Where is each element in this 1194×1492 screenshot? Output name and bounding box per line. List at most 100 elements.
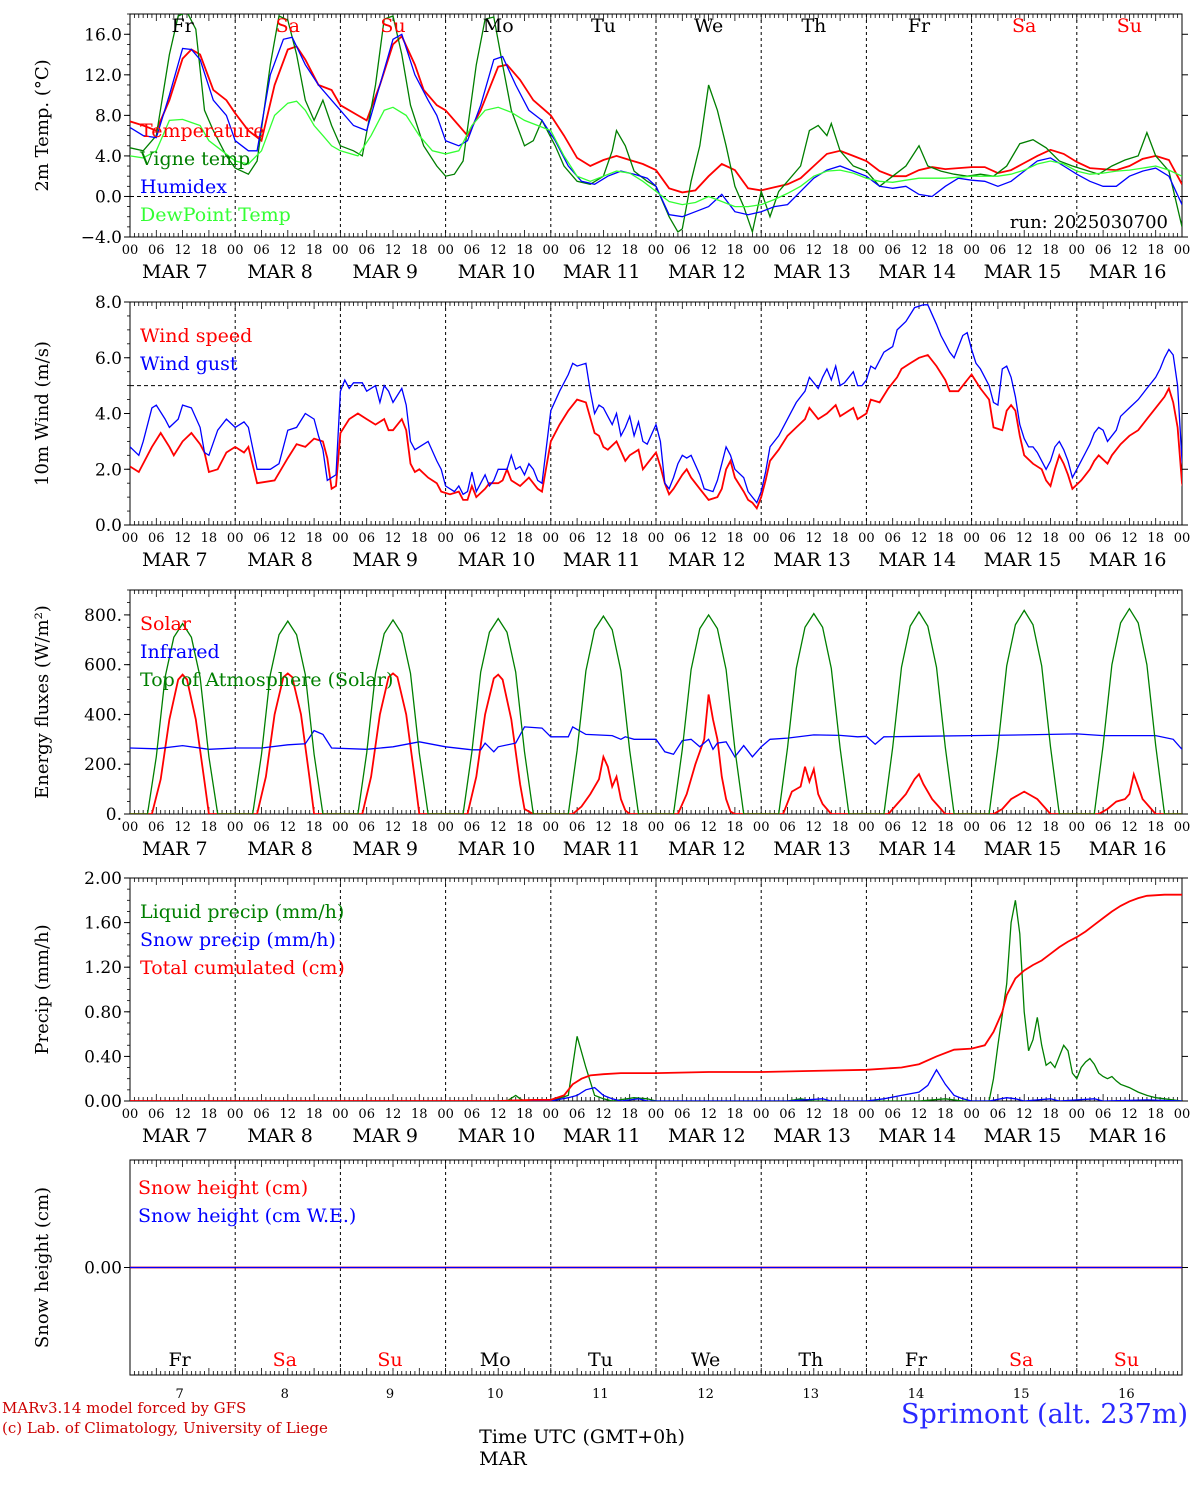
day-name: Fr [171,15,194,37]
hour-tick-label: 06 [1095,1107,1112,1122]
hour-tick-label: 06 [358,243,375,258]
date-label: MAR 10 [458,838,536,860]
date-label: MAR 11 [563,838,641,860]
hour-tick-label: 00 [332,1107,349,1122]
hour-tick-label: 12 [385,531,402,546]
hour-tick-label: 12 [911,243,928,258]
day-name: Sa [1012,15,1036,37]
hour-tick-label: 12 [280,531,297,546]
y-tick-label: 1.60 [84,914,122,934]
day-name: Mo [480,1349,511,1371]
hour-tick-label: 18 [516,531,533,546]
day-number: 7 [175,1387,183,1402]
hour-tick-label: 18 [411,820,428,835]
day-name: Sa [273,1349,297,1371]
hour-tick-label: 06 [569,1107,586,1122]
hour-tick-label: 12 [595,1107,612,1122]
hour-tick-label: 12 [1016,531,1033,546]
date-label: MAR 10 [458,1125,536,1147]
hour-tick-label: 18 [937,820,954,835]
hour-tick-label: 12 [1016,1107,1033,1122]
date-label: MAR 14 [878,261,956,283]
y-tick-label: 0.00 [84,1092,122,1112]
date-label: MAR 13 [773,838,851,860]
hour-tick-label: 00 [437,243,454,258]
hour-tick-label: 12 [385,243,402,258]
series-line [130,14,1182,235]
hour-tick-label: 18 [201,243,218,258]
y-tick-label: 8.0 [95,106,122,126]
day-name: Sa [276,15,300,37]
day-name: Su [1114,1349,1139,1371]
day-number: 14 [908,1387,925,1402]
day-number: 9 [386,1387,394,1402]
hour-tick-label: 12 [174,243,191,258]
hour-tick-label: 06 [990,1107,1007,1122]
date-label: MAR 9 [352,549,418,571]
hour-tick-label: 12 [595,531,612,546]
hour-tick-label: 00 [858,820,875,835]
hour-tick-label: 00 [543,243,560,258]
day-name: Su [1117,15,1142,37]
hour-tick-label: 06 [358,531,375,546]
day-number: 12 [697,1387,714,1402]
hour-tick-label: 00 [648,243,665,258]
day-name: Su [377,1349,402,1371]
hour-tick-label: 00 [753,820,770,835]
y-axis-title: Energy fluxes (W/m²) [32,605,53,799]
y-tick-label: 6.0 [95,349,122,369]
date-label: MAR 8 [247,838,313,860]
hour-tick-label: 18 [1147,531,1164,546]
series-line [130,672,1182,814]
hour-tick-label: 06 [884,243,901,258]
day-name: Fr [905,1349,928,1371]
legend-entry: Snow height (cm W.E.) [138,1205,356,1227]
hour-tick-label: 06 [358,1107,375,1122]
hour-tick-label: 12 [1121,531,1138,546]
hour-tick-label: 18 [621,1107,638,1122]
date-label: MAR 14 [878,838,956,860]
date-label: MAR 13 [773,1125,851,1147]
hour-tick-label: 00 [437,1107,454,1122]
legend-entry: Wind gust [140,353,238,375]
hour-tick-label: 06 [464,1107,481,1122]
hour-tick-label: 18 [306,820,323,835]
y-tick-label: 12.0 [84,66,122,86]
hour-tick-label: 00 [648,1107,665,1122]
hour-tick-label: 06 [1095,820,1112,835]
hour-tick-label: 18 [621,243,638,258]
hour-tick-label: 12 [806,820,823,835]
hour-tick-label: 12 [911,1107,928,1122]
hour-tick-label: 06 [464,820,481,835]
day-name: Th [801,15,826,37]
day-name: Fr [168,1349,191,1371]
hour-tick-label: 00 [227,531,244,546]
run-annotation: run: 2025030700 [1010,212,1168,233]
hour-tick-label: 18 [727,531,744,546]
hour-tick-label: 06 [674,820,691,835]
panel-3: 0. 200. 400. 600. 800. Energy fluxes (W/m²) So… [32,589,1190,860]
hour-tick-label: 06 [990,531,1007,546]
date-label: MAR 12 [668,549,746,571]
hour-tick-label: 00 [227,243,244,258]
hour-tick-label: 12 [174,820,191,835]
day-name: Tu [588,1349,613,1371]
plot-frame [129,589,1183,815]
hour-tick-label: 00 [227,820,244,835]
hour-tick-label: 18 [516,243,533,258]
hour-tick-label: 18 [201,820,218,835]
hour-tick-label: 06 [674,531,691,546]
hour-tick-label: 18 [832,820,849,835]
hour-tick-label: 06 [674,1107,691,1122]
y-tick-label: 4.0 [95,405,122,425]
date-label: MAR 7 [142,1125,208,1147]
hour-tick-label: 12 [280,1107,297,1122]
hour-tick-label: 00 [227,1107,244,1122]
hour-tick-label: 00 [122,531,139,546]
hour-tick-label: 00 [332,820,349,835]
date-label: MAR 15 [984,838,1062,860]
hour-tick-label: 18 [411,531,428,546]
day-name: We [694,15,723,37]
hour-tick-label: 00 [963,243,980,258]
y-tick-label: 8.0 [95,293,122,313]
